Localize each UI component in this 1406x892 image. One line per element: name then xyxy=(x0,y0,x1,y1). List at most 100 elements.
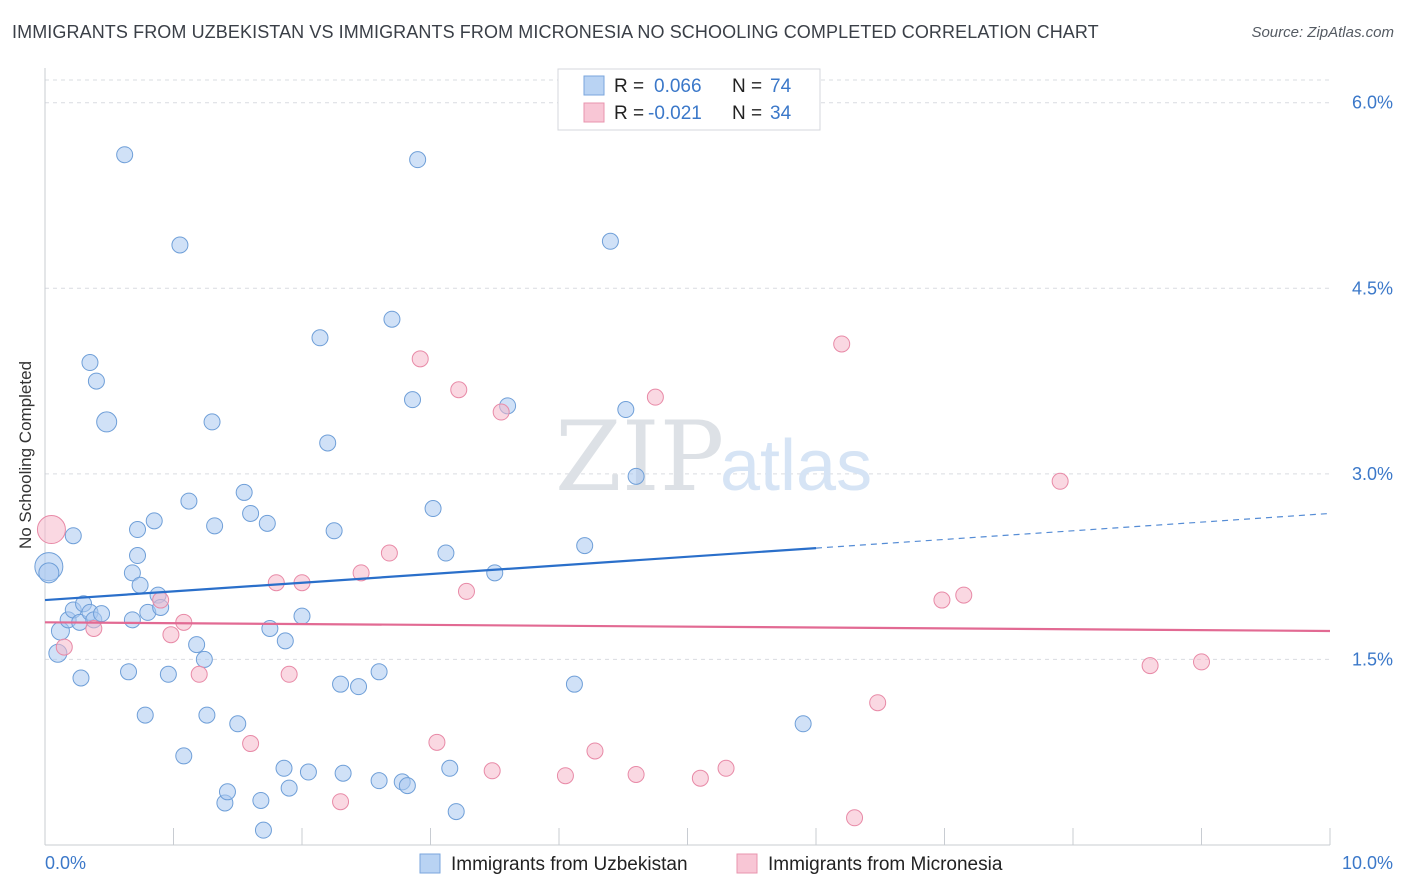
point-micronesia xyxy=(586,742,604,760)
point-micronesia xyxy=(380,544,398,562)
point-uzbekistan xyxy=(370,772,388,790)
watermark: ZIP atlas xyxy=(555,401,872,513)
point-micronesia xyxy=(85,620,103,638)
point-uzbekistan xyxy=(398,777,416,795)
point-uzbekistan xyxy=(96,411,118,433)
legend-r-value-2: -0.021 xyxy=(648,103,702,124)
bottom-legend: Immigrants from Uzbekistan Immigrants fr… xyxy=(419,853,1003,875)
point-micronesia xyxy=(190,665,208,683)
point-micronesia xyxy=(152,591,170,609)
y-tick-label: 4.5% xyxy=(1352,278,1393,298)
bottom-legend-label-uzbekistan: Immigrants from Uzbekistan xyxy=(451,854,688,875)
point-uzbekistan xyxy=(275,759,293,777)
bottom-legend-swatch-micronesia xyxy=(736,853,758,874)
point-micronesia xyxy=(1141,657,1159,675)
legend: R = 0.066 N = 74 R = -0.021 N = 34 xyxy=(557,68,821,131)
point-uzbekistan xyxy=(242,504,260,522)
point-micronesia xyxy=(492,403,510,421)
y-tick-label: 1.5% xyxy=(1352,649,1393,669)
point-micronesia xyxy=(267,574,285,592)
point-uzbekistan xyxy=(447,803,465,821)
point-uzbekistan xyxy=(254,821,272,839)
point-uzbekistan xyxy=(229,715,247,733)
point-uzbekistan xyxy=(565,675,583,693)
point-micronesia xyxy=(450,381,468,399)
point-uzbekistan xyxy=(576,537,594,555)
legend-r-value-1: 0.066 xyxy=(654,76,702,97)
point-uzbekistan xyxy=(235,483,253,501)
point-uzbekistan xyxy=(72,669,90,687)
point-uzbekistan xyxy=(129,521,147,539)
legend-n-value-2: 34 xyxy=(770,103,792,124)
trend-line-micronesia xyxy=(44,621,1331,633)
point-uzbekistan xyxy=(404,391,422,409)
watermark-atlas: atlas xyxy=(720,426,872,506)
point-micronesia xyxy=(869,694,887,712)
legend-r-label-1: R = xyxy=(614,76,644,97)
point-uzbekistan xyxy=(276,632,294,650)
point-micronesia xyxy=(242,735,260,753)
point-uzbekistan xyxy=(409,151,427,169)
legend-n-label-1: N = xyxy=(732,76,762,97)
point-micronesia xyxy=(428,733,446,751)
x-tick-label: 0.0% xyxy=(45,853,86,873)
point-uzbekistan xyxy=(441,759,459,777)
point-uzbekistan xyxy=(486,564,504,582)
trend-line-uzbekistan xyxy=(44,546,817,602)
point-micronesia xyxy=(627,765,645,783)
point-micronesia xyxy=(691,769,709,787)
point-uzbekistan xyxy=(175,747,193,765)
bottom-legend-swatch-uzbekistan xyxy=(419,853,441,874)
trend-extension-uzbekistan xyxy=(815,512,1331,549)
point-uzbekistan xyxy=(93,605,111,623)
point-uzbekistan xyxy=(319,434,337,452)
legend-n-value-1: 74 xyxy=(770,76,792,97)
point-uzbekistan xyxy=(131,576,149,594)
point-micronesia xyxy=(833,335,851,353)
point-uzbekistan xyxy=(180,492,198,510)
watermark-zip: ZIP xyxy=(555,401,724,513)
point-micronesia xyxy=(280,665,298,683)
point-uzbekistan xyxy=(145,512,163,530)
point-uzbekistan xyxy=(293,607,311,625)
legend-n-label-2: N = xyxy=(732,103,762,124)
point-uzbekistan xyxy=(123,611,141,629)
point-uzbekistan xyxy=(311,329,329,347)
point-micronesia xyxy=(717,759,735,777)
data-points xyxy=(34,146,1210,839)
point-uzbekistan xyxy=(195,650,213,668)
point-uzbekistan xyxy=(280,779,298,797)
axes xyxy=(44,68,1331,846)
chart-title: IMMIGRANTS FROM UZBEKISTAN VS IMMIGRANTS… xyxy=(12,22,1099,42)
y-tick-label: 3.0% xyxy=(1352,464,1393,484)
legend-swatch-uzbekistan xyxy=(583,75,605,96)
point-uzbekistan xyxy=(116,146,134,164)
point-micronesia xyxy=(1051,472,1069,490)
point-micronesia xyxy=(933,591,951,609)
point-micronesia xyxy=(457,582,475,600)
point-micronesia xyxy=(955,586,973,604)
bottom-legend-label-micronesia: Immigrants from Micronesia xyxy=(768,854,1003,875)
point-uzbekistan xyxy=(332,675,350,693)
point-uzbekistan xyxy=(350,678,368,696)
point-micronesia xyxy=(162,626,180,644)
point-micronesia xyxy=(483,762,501,780)
point-uzbekistan xyxy=(123,564,141,582)
point-micronesia xyxy=(352,564,370,582)
point-uzbekistan xyxy=(171,236,189,254)
point-uzbekistan xyxy=(617,401,635,419)
x-tick-label: 10.0% xyxy=(1342,853,1393,873)
point-uzbekistan xyxy=(794,715,812,733)
point-uzbekistan xyxy=(120,663,138,681)
point-micronesia xyxy=(332,793,350,811)
point-micronesia xyxy=(1193,653,1210,671)
point-micronesia xyxy=(55,638,73,656)
point-uzbekistan xyxy=(81,354,99,372)
legend-r-label-2: R = xyxy=(614,103,644,124)
point-uzbekistan xyxy=(258,514,276,532)
point-micronesia xyxy=(646,388,664,406)
point-uzbekistan xyxy=(198,706,216,724)
y-tick-label: 6.0% xyxy=(1352,93,1393,113)
point-uzbekistan xyxy=(299,763,317,781)
